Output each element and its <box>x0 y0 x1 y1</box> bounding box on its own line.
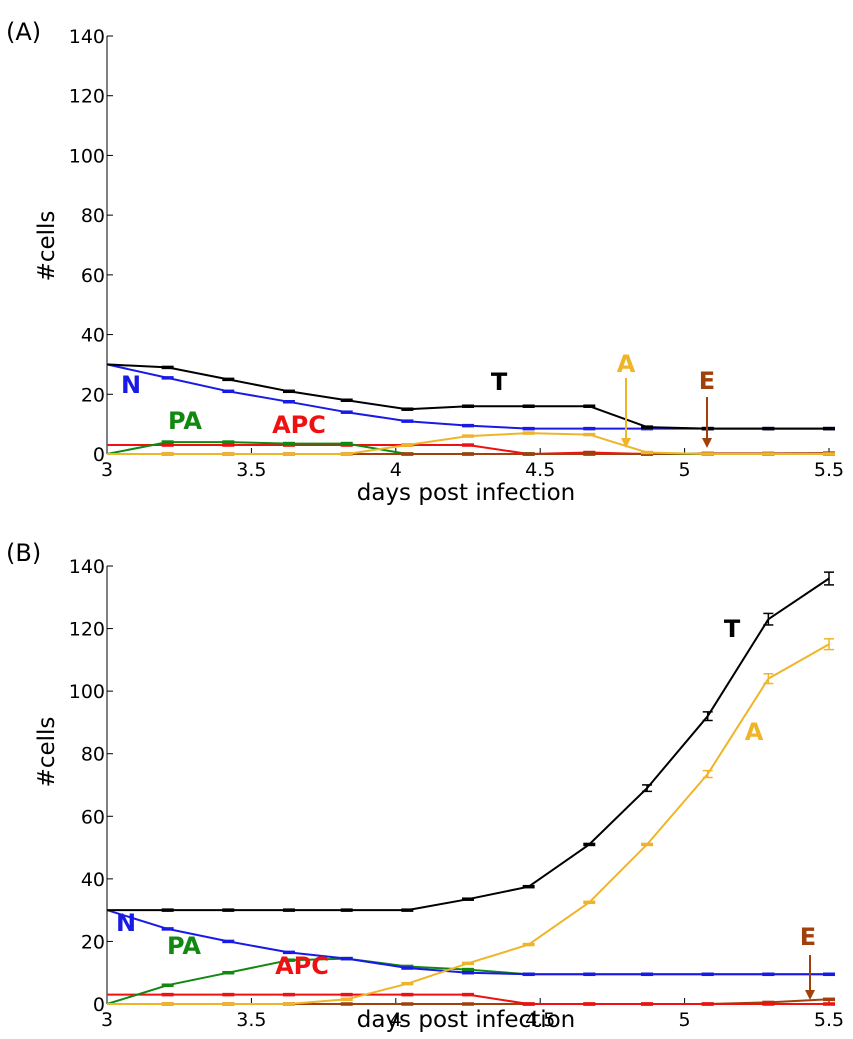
panel-b-ticks: 0 20 40 60 80 100 120 140 3 3.5 4 4.5 5 5.5 <box>69 556 844 1031</box>
series-label-e: E <box>699 367 715 395</box>
data-point-t <box>824 571 834 586</box>
x-tick-label: 4.5 <box>525 459 555 481</box>
series-label-e: E <box>800 923 816 951</box>
y-tick-label: 80 <box>81 744 105 766</box>
series-line-pa <box>106 957 829 1005</box>
series-line-t <box>106 363 829 430</box>
panel-a-ticks: 0 20 40 60 80 100 120 140 3 3.5 4 4.5 5 5.5 <box>69 26 844 481</box>
panel-b-xlabel: days post infection <box>357 1007 576 1033</box>
panel-b-label: (B) <box>6 539 41 567</box>
series-label-t: T <box>491 368 508 396</box>
x-tick-label: 3 <box>101 1009 113 1031</box>
data-point-a <box>763 672 774 685</box>
panel-a-annotations: T N A E PA APC <box>121 350 715 448</box>
panel-a-ylabel: #cells <box>34 211 60 282</box>
annotation-arrowhead-e <box>805 990 815 1000</box>
series-label-apc: APC <box>275 952 329 980</box>
data-point-a <box>824 638 834 651</box>
series-label-n: N <box>116 909 136 937</box>
x-tick-label: 4.5 <box>525 1009 555 1031</box>
series-label-pa: PA <box>167 932 201 960</box>
data-point-t <box>702 711 713 722</box>
x-tick-label: 5 <box>679 459 691 481</box>
x-tick-label: 3 <box>101 459 113 481</box>
panel-b: (B) 0 20 40 60 80 100 120 140 3 3.5 4 4.5 5 5.5 T A N PA… <box>6 539 844 1033</box>
panel-a-series <box>106 363 835 456</box>
series-label-apc: APC <box>272 411 326 439</box>
series-label-a: A <box>745 718 764 746</box>
y-tick-label: 60 <box>81 806 105 828</box>
panel-a: (A) 0 20 40 60 80 100 120 140 3 3.5 4 4.5 5 5.5 T N A E P… <box>6 18 844 506</box>
panel-b-annotations: T A N PA APC E <box>116 615 816 1000</box>
y-tick-label: 100 <box>69 145 105 167</box>
panel-a-xlabel: days post infection <box>357 480 576 506</box>
x-tick-label: 4 <box>390 459 402 481</box>
panel-b-series <box>106 571 835 1006</box>
panel-a-label: (A) <box>6 18 41 46</box>
y-tick-label: 100 <box>69 681 105 703</box>
x-tick-label: 4 <box>390 1009 402 1031</box>
series-line-n <box>106 363 829 430</box>
y-tick-label: 0 <box>93 444 105 466</box>
data-point-t <box>642 784 653 793</box>
y-tick-label: 140 <box>69 26 105 48</box>
y-tick-label: 120 <box>69 86 105 108</box>
y-tick-label: 0 <box>93 994 105 1016</box>
series-line-a <box>107 643 830 1005</box>
x-tick-label: 3.5 <box>236 1009 266 1031</box>
annotation-arrowhead-e <box>702 438 712 448</box>
y-tick-label: 40 <box>81 869 105 891</box>
x-tick-label: 5 <box>679 1009 691 1031</box>
y-tick-label: 80 <box>81 205 105 227</box>
series-label-a: A <box>617 350 636 378</box>
panel-a-axes <box>106 36 829 455</box>
data-point-a <box>702 769 713 779</box>
series-line-t <box>107 577 830 912</box>
y-tick-label: 40 <box>81 325 105 347</box>
series-label-n: N <box>121 371 141 399</box>
y-tick-label: 20 <box>81 931 105 953</box>
annotation-arrowhead-a <box>621 438 631 448</box>
y-tick-label: 140 <box>69 556 105 578</box>
x-tick-label: 5.5 <box>814 1009 844 1031</box>
data-point-t <box>763 612 774 626</box>
x-tick-label: 3.5 <box>236 459 266 481</box>
series-label-pa: PA <box>168 407 202 435</box>
y-tick-label: 60 <box>81 265 105 287</box>
y-tick-label: 20 <box>81 384 105 406</box>
panel-b-ylabel: #cells <box>34 717 60 788</box>
series-label-t: T <box>724 615 741 643</box>
x-tick-label: 5.5 <box>814 459 844 481</box>
y-tick-label: 120 <box>69 619 105 641</box>
